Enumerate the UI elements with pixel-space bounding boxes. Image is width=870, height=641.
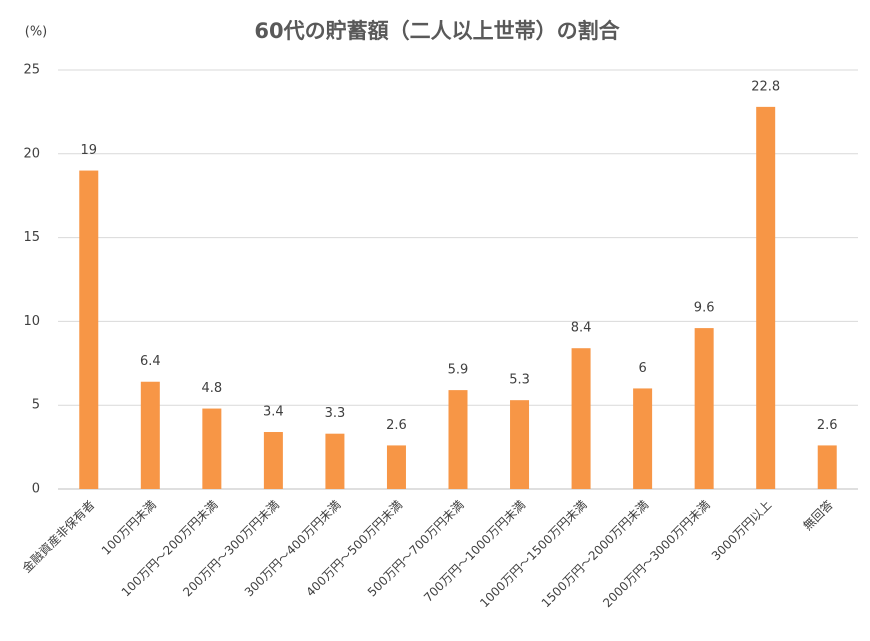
x-tick-label: 2000万円～3000万円未満 — [600, 498, 712, 610]
bar — [386, 445, 406, 489]
data-label: 4.8 — [202, 381, 223, 396]
x-tick-label: 1000万円～1500万円未満 — [477, 498, 589, 610]
y-tick-label: 0 — [32, 482, 40, 497]
x-tick-label: 700万円～1000万円未満 — [421, 498, 528, 605]
bar — [202, 408, 222, 489]
data-label: 3.3 — [325, 406, 346, 421]
data-label: 9.6 — [694, 301, 715, 316]
bar — [325, 433, 345, 489]
y-tick-label: 15 — [23, 230, 40, 245]
y-tick-label: 10 — [23, 314, 40, 329]
bar — [140, 381, 160, 489]
data-label: 3.4 — [263, 405, 284, 420]
bar — [571, 348, 591, 489]
bar — [756, 106, 776, 489]
data-label: 6.4 — [140, 354, 161, 369]
data-label: 2.6 — [386, 418, 407, 433]
data-label: 6 — [638, 361, 646, 376]
bar — [263, 432, 283, 489]
data-label: 22.8 — [751, 79, 780, 94]
y-axis-label: (%) — [25, 25, 48, 40]
y-tick-label: 20 — [23, 146, 40, 161]
bar — [79, 170, 99, 489]
y-tick-label: 25 — [23, 63, 40, 78]
data-label: 19 — [80, 143, 97, 158]
x-tick-label: 100万円未満 — [99, 498, 159, 558]
bar — [817, 445, 837, 489]
x-tick-label: 無回答 — [800, 497, 836, 533]
x-tick-label: 1500万円～2000万円未満 — [539, 498, 651, 610]
x-tick-label: 3000万円以上 — [709, 498, 774, 563]
bar — [694, 328, 714, 489]
bar — [448, 390, 468, 489]
y-tick-label: 5 — [32, 398, 40, 413]
data-label: 5.3 — [509, 373, 530, 388]
data-label: 5.9 — [448, 363, 469, 378]
data-label: 2.6 — [817, 418, 838, 433]
x-tick-label: 金融資産非保有者 — [19, 497, 97, 575]
data-label: 8.4 — [571, 321, 592, 336]
chart-title: 60代の貯蓄額（二人以上世帯）の割合 — [254, 19, 620, 43]
bar — [510, 400, 530, 489]
bar — [633, 388, 653, 489]
